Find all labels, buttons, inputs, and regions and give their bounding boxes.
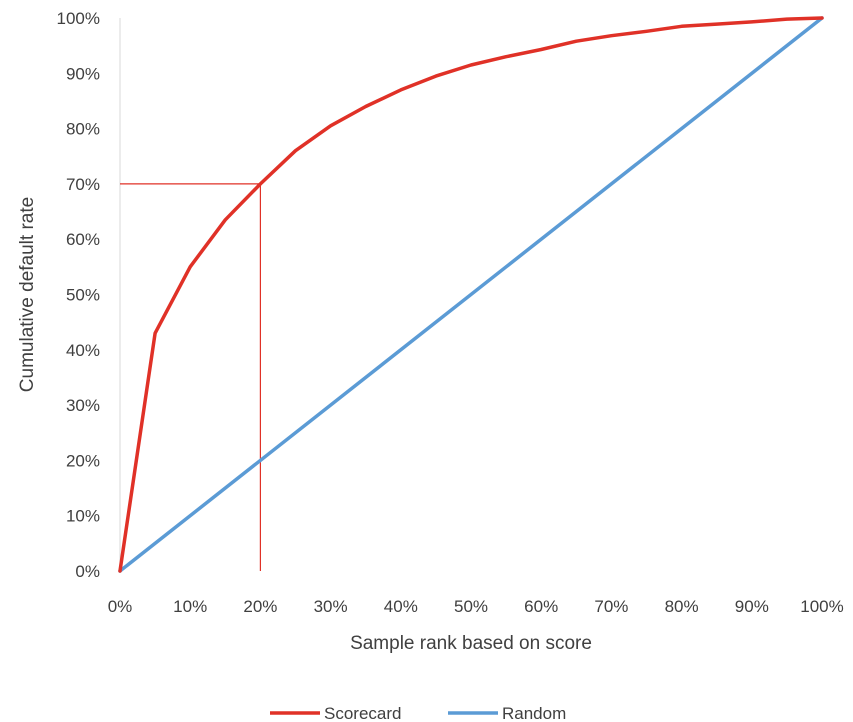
x-tick-labels: 0% 10% 20% 30% 40% 50% 60% 70% 80% 90% 100% [108,597,844,616]
legend: Scorecard Random [270,704,566,722]
y-tick-label: 50% [66,286,100,305]
legend-label-scorecard: Scorecard [324,704,401,722]
x-tick-label: 0% [108,597,133,616]
series-layer [118,16,824,573]
x-tick-label: 10% [173,597,207,616]
x-tick-label: 50% [454,597,488,616]
y-tick-label: 40% [66,341,100,360]
x-axis-title: Sample rank based on score [350,633,592,654]
x-tick-label: 90% [735,597,769,616]
series-line-random [118,16,824,573]
plot-area [118,16,824,573]
x-tick-label: 40% [384,597,418,616]
y-tick-label: 80% [66,120,100,139]
y-tick-labels: 0% 10% 20% 30% 40% 50% 60% 70% 80% 90% 100% [57,9,100,581]
reference-lines [120,183,261,571]
x-tick-label: 30% [314,597,348,616]
y-tick-label: 60% [66,230,100,249]
y-tick-label: 70% [66,175,100,194]
x-tick-label: 100% [800,597,843,616]
series-line-scorecard [118,16,824,573]
legend-label-random: Random [502,704,566,722]
y-tick-label: 0% [75,562,100,581]
y-tick-label: 10% [66,507,100,526]
y-tick-label: 30% [66,396,100,415]
y-tick-label: 100% [57,9,100,28]
x-tick-label: 20% [243,597,277,616]
x-tick-label: 60% [524,597,558,616]
x-tick-label: 80% [665,597,699,616]
y-tick-label: 20% [66,451,100,470]
x-tick-label: 70% [594,597,628,616]
y-tick-label: 90% [66,64,100,83]
y-axis-title: Cumulative default rate [17,197,38,392]
